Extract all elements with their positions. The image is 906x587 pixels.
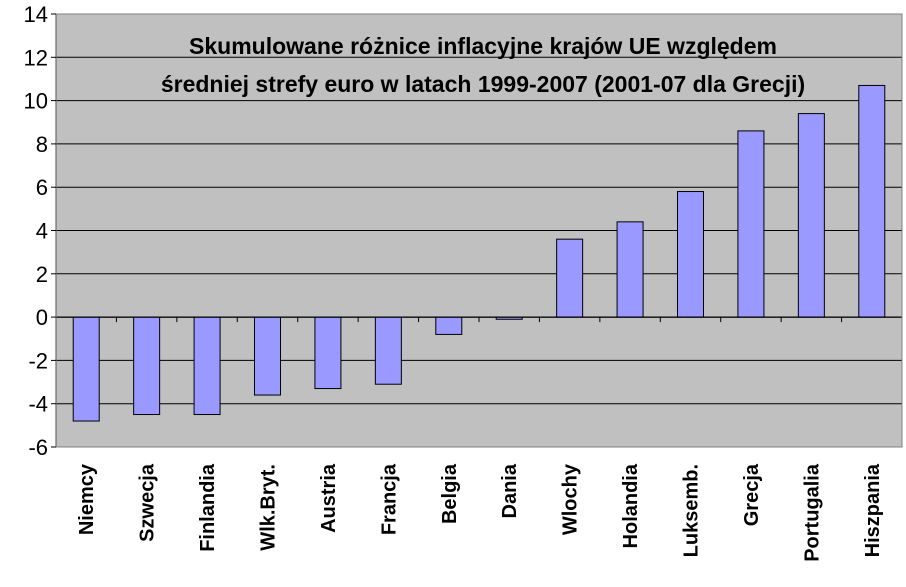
bar (314, 316, 342, 390)
x-tick-label: Belgia (439, 463, 461, 524)
bar (616, 221, 644, 318)
x-axis-ticks: Niemcy Szwecja Finlandia Wlk.Bryt. Austria Fr… (76, 317, 884, 562)
x-tick-label: Austria (318, 463, 340, 533)
x-tick-label: Luksemb. (681, 464, 703, 557)
bar (72, 316, 100, 422)
x-tick-label: Holandia (620, 463, 642, 548)
x-tick-label: Grecja (741, 463, 763, 526)
y-tick-label: -4 (28, 392, 48, 417)
bar (435, 316, 463, 335)
x-tick-label: Szwecja (137, 463, 159, 542)
x-tick-label: Finlandia (197, 463, 219, 552)
bar (858, 84, 886, 318)
bar (737, 130, 765, 318)
y-tick-label: 6 (36, 175, 48, 200)
bar (254, 316, 281, 396)
y-tick-label: 10 (24, 89, 48, 114)
y-tick-label: 4 (36, 219, 48, 244)
x-tick-label: Hiszpania (862, 463, 884, 557)
bar (193, 316, 221, 416)
y-tick-label: 12 (24, 45, 48, 70)
bar (556, 238, 584, 318)
bars (72, 84, 886, 422)
bar (133, 316, 161, 416)
chart-title: Skumulowane różnice inflacyjne krajów UE… (161, 33, 805, 97)
x-tick-label: Francja (378, 463, 400, 535)
y-tick-label: 14 (24, 2, 48, 27)
y-axis-ticks: -6 -4 -2 0 2 4 6 8 10 12 14 (24, 2, 56, 460)
x-tick-label: Wlk.Bryt. (258, 464, 280, 551)
x-tick-label: Niemcy (76, 463, 98, 535)
bar (797, 113, 825, 318)
bar (677, 191, 704, 318)
y-tick-label: 0 (36, 305, 48, 330)
x-tick-label: Portugalia (801, 463, 823, 562)
x-tick-label: Wlochy (560, 463, 582, 535)
chart-title-line-2: średniej strefy euro w latach 1999-2007 … (161, 71, 805, 97)
y-tick-label: 8 (36, 132, 48, 157)
y-tick-label: -6 (28, 435, 48, 460)
bar (374, 316, 402, 385)
y-tick-label: 2 (36, 262, 48, 287)
y-tick-label: -2 (28, 348, 48, 373)
x-tick-label: Dania (499, 463, 521, 518)
chart-title-line-1: Skumulowane różnice inflacyjne krajów UE… (189, 33, 777, 59)
